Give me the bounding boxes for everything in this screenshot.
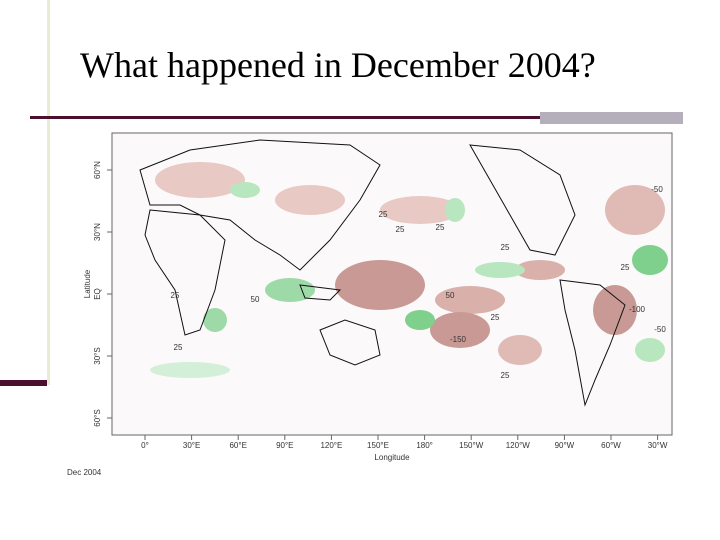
lon-tick-label: 120°W xyxy=(506,441,531,450)
lon-tick-label: 30°E xyxy=(183,441,200,450)
contour-label: 25 xyxy=(501,243,510,252)
contour-label: -100 xyxy=(629,305,646,314)
contour-label: 25 xyxy=(396,225,405,234)
coastlines xyxy=(139,139,626,407)
title-rule xyxy=(30,116,542,119)
side-accent xyxy=(0,380,47,386)
lat-tick-label: 30°N xyxy=(93,223,102,241)
contour-label: 25 xyxy=(174,343,183,352)
lon-tick-label: 0° xyxy=(141,441,149,450)
lon-tick-label: 150°W xyxy=(459,441,484,450)
contour-label: 25 xyxy=(379,210,388,219)
contour-label: 50 xyxy=(446,291,455,300)
lon-tick-label: 150°E xyxy=(367,441,389,450)
anomalies xyxy=(150,162,668,378)
contour-label: -50 xyxy=(654,325,666,334)
lon-tick-label: 60°E xyxy=(229,441,246,450)
lon-tick-label: 120°E xyxy=(320,441,342,450)
lat-tick-label: EQ xyxy=(93,288,102,300)
contour-label: 25 xyxy=(621,263,630,272)
side-bar xyxy=(0,0,50,385)
contour-label: 25 xyxy=(491,313,500,322)
title-rule-accent xyxy=(540,112,683,124)
contour-label: 50 xyxy=(251,295,260,304)
lon-tick-label: 60°W xyxy=(601,441,621,450)
contour-label: 25 xyxy=(171,291,180,300)
lat-tick-label: 30°S xyxy=(93,347,102,364)
contour-label: 25 xyxy=(436,223,445,232)
contour-label: -50 xyxy=(651,185,663,194)
title: What happened in December 2004? xyxy=(80,45,596,85)
y-axis-label: Latitude xyxy=(83,269,92,298)
lon-tick-label: 30°W xyxy=(648,441,668,450)
lon-tick-label: 90°E xyxy=(276,441,293,450)
x-axis-label: Longitude xyxy=(374,453,410,462)
lat-tick-label: 60°N xyxy=(93,161,102,179)
lat-tick-label: 60°S xyxy=(93,409,102,426)
lon-tick-label: 180° xyxy=(416,441,433,450)
lon-tick-label: 90°W xyxy=(555,441,575,450)
caption: Dec 2004 xyxy=(67,468,102,477)
contour-label: -150 xyxy=(450,335,467,344)
contour-label: 25 xyxy=(501,371,510,380)
